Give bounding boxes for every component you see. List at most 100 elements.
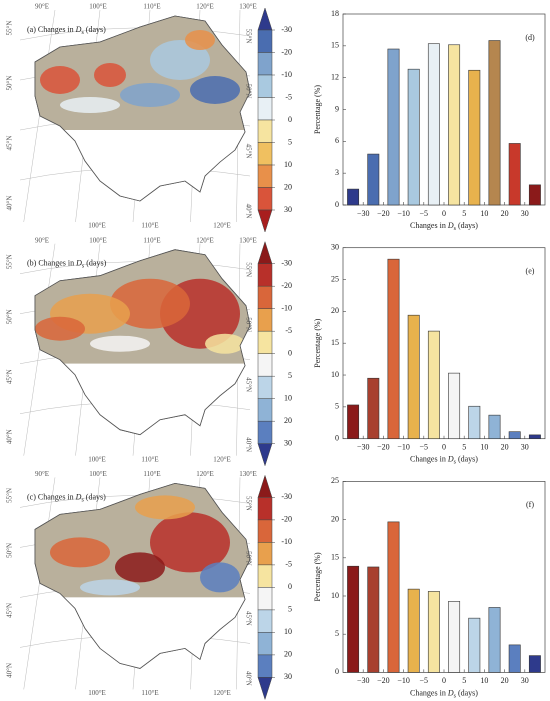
bar — [468, 69, 481, 206]
map-title-part: D — [75, 25, 82, 34]
x-axis-title-part: D — [447, 221, 454, 230]
bar — [367, 153, 380, 206]
colorbar-segment — [257, 285, 273, 309]
x-axis-title-part: s — [454, 226, 457, 232]
graticule — [23, 9, 56, 223]
x-tick-label: −10 — [397, 676, 410, 685]
y-tick-label: 25 — [331, 274, 339, 283]
bar — [347, 404, 360, 439]
graticule — [23, 477, 56, 690]
lon-label: 110°E — [143, 470, 160, 478]
bar — [508, 644, 521, 673]
lon-label: 120°E — [196, 3, 214, 11]
x-tick-label: 5 — [462, 443, 466, 452]
map-title-part: (b) Changes in — [27, 259, 76, 268]
colorbar-segment — [257, 353, 273, 377]
x-tick-label: −30 — [357, 209, 370, 218]
bar — [367, 566, 380, 673]
lon-label: 100°E — [88, 455, 106, 463]
lon-label: 110°E — [143, 236, 160, 244]
lon-label: 90°E — [35, 3, 49, 11]
map-empty — [35, 597, 250, 669]
x-axis-title-part: (days) — [456, 221, 478, 230]
region-outline — [34, 249, 251, 436]
lon-label: 120°E — [213, 222, 231, 230]
map-patch — [60, 97, 120, 113]
lon-label: 110°E — [141, 455, 158, 463]
x-tick-label: 5 — [462, 209, 466, 218]
map-panel: (c) Changes in Ds (days) 90°E 100°E 110°E 12… — [6, 470, 292, 701]
map-panel: (a) Changes in Ds (days) 90°E 100°E 110°E 12… — [6, 3, 292, 233]
lat-label: 50°N — [6, 76, 14, 91]
colorbar-segment — [257, 164, 273, 188]
x-tick-label: 20 — [501, 443, 509, 452]
colorbar-label: -5 — [285, 326, 292, 335]
x-tick-label: 5 — [462, 676, 466, 685]
colorbar-segment — [257, 119, 273, 143]
x-axis-title: Changes in Ds (days) — [410, 221, 478, 233]
map-patch — [90, 335, 150, 352]
x-tick-label: −10 — [397, 443, 410, 452]
y-tick-label: 25 — [331, 476, 339, 485]
colorbar-segment — [257, 29, 273, 53]
x-axis-title: Changes in Ds (days) — [410, 455, 478, 467]
map-title-part: (c) Changes in — [27, 492, 76, 501]
x-tick-label: −20 — [377, 676, 390, 685]
map-empty — [35, 130, 250, 201]
lon-label: 110°E — [143, 3, 160, 11]
map-title: (c) Changes in Ds (days) — [27, 492, 106, 504]
histogram: 0 5 10 15 20 25 −30 −20 −10 −5 0 5 10 20 30 Percentage … — [313, 476, 546, 700]
map-title-part: s — [82, 264, 85, 270]
x-tick-label: 30 — [521, 209, 529, 218]
bar — [387, 521, 400, 673]
map-patch — [35, 316, 85, 341]
colorbar-segment — [257, 308, 273, 332]
x-tick-label: −30 — [357, 443, 370, 452]
map-patch — [150, 512, 230, 573]
colorbar-label: 30 — [284, 205, 292, 214]
bar — [508, 143, 521, 206]
map-patch — [110, 278, 190, 329]
x-tick-label: 10 — [480, 676, 488, 685]
lon-label: 90°E — [35, 236, 49, 244]
colorbar-label: 10 — [284, 160, 292, 169]
panel-label: (e) — [526, 267, 535, 276]
map-colors — [35, 249, 250, 435]
lon-label: 130°E — [239, 470, 257, 478]
x-tick-label: 20 — [501, 676, 509, 685]
lat-label: 40°N — [6, 196, 14, 211]
colorbar-label: -5 — [285, 560, 292, 569]
colorbar-label: 10 — [284, 627, 292, 636]
lat-label: 55°N — [6, 488, 14, 503]
colorbar-end — [257, 677, 273, 701]
lon-label: 120°E — [196, 470, 214, 478]
graticule — [19, 495, 251, 508]
bar — [407, 314, 420, 439]
bar — [448, 44, 461, 206]
y-tick-label: 15 — [331, 553, 339, 562]
graticule — [23, 243, 56, 456]
map-patch — [185, 30, 215, 50]
y-axis-title: Percentage (%) — [313, 318, 322, 367]
colorbar-end — [257, 443, 273, 467]
plot-frame — [342, 481, 546, 673]
x-tick-label: −10 — [397, 209, 410, 218]
colorbar-label: -5 — [285, 92, 292, 101]
x-axis-title-part: (days) — [456, 455, 478, 464]
y-tick-label: 9 — [335, 104, 339, 113]
colorbar-label: 0 — [288, 115, 292, 124]
lon-label: 100°E — [89, 470, 107, 478]
bar — [367, 377, 380, 439]
colorbar-segment — [257, 187, 273, 211]
x-tick-label: 20 — [501, 209, 509, 218]
panel-label: (f) — [526, 500, 534, 509]
lat-label: 45°N — [6, 136, 14, 151]
x-tick-label: −5 — [420, 676, 429, 685]
bar — [407, 68, 420, 206]
colorbar-segment — [257, 654, 273, 678]
y-tick-label: 15 — [331, 338, 339, 347]
lon-label: 100°E — [88, 689, 106, 697]
colorbar-end — [257, 209, 273, 233]
colorbar-label: 20 — [284, 650, 292, 659]
